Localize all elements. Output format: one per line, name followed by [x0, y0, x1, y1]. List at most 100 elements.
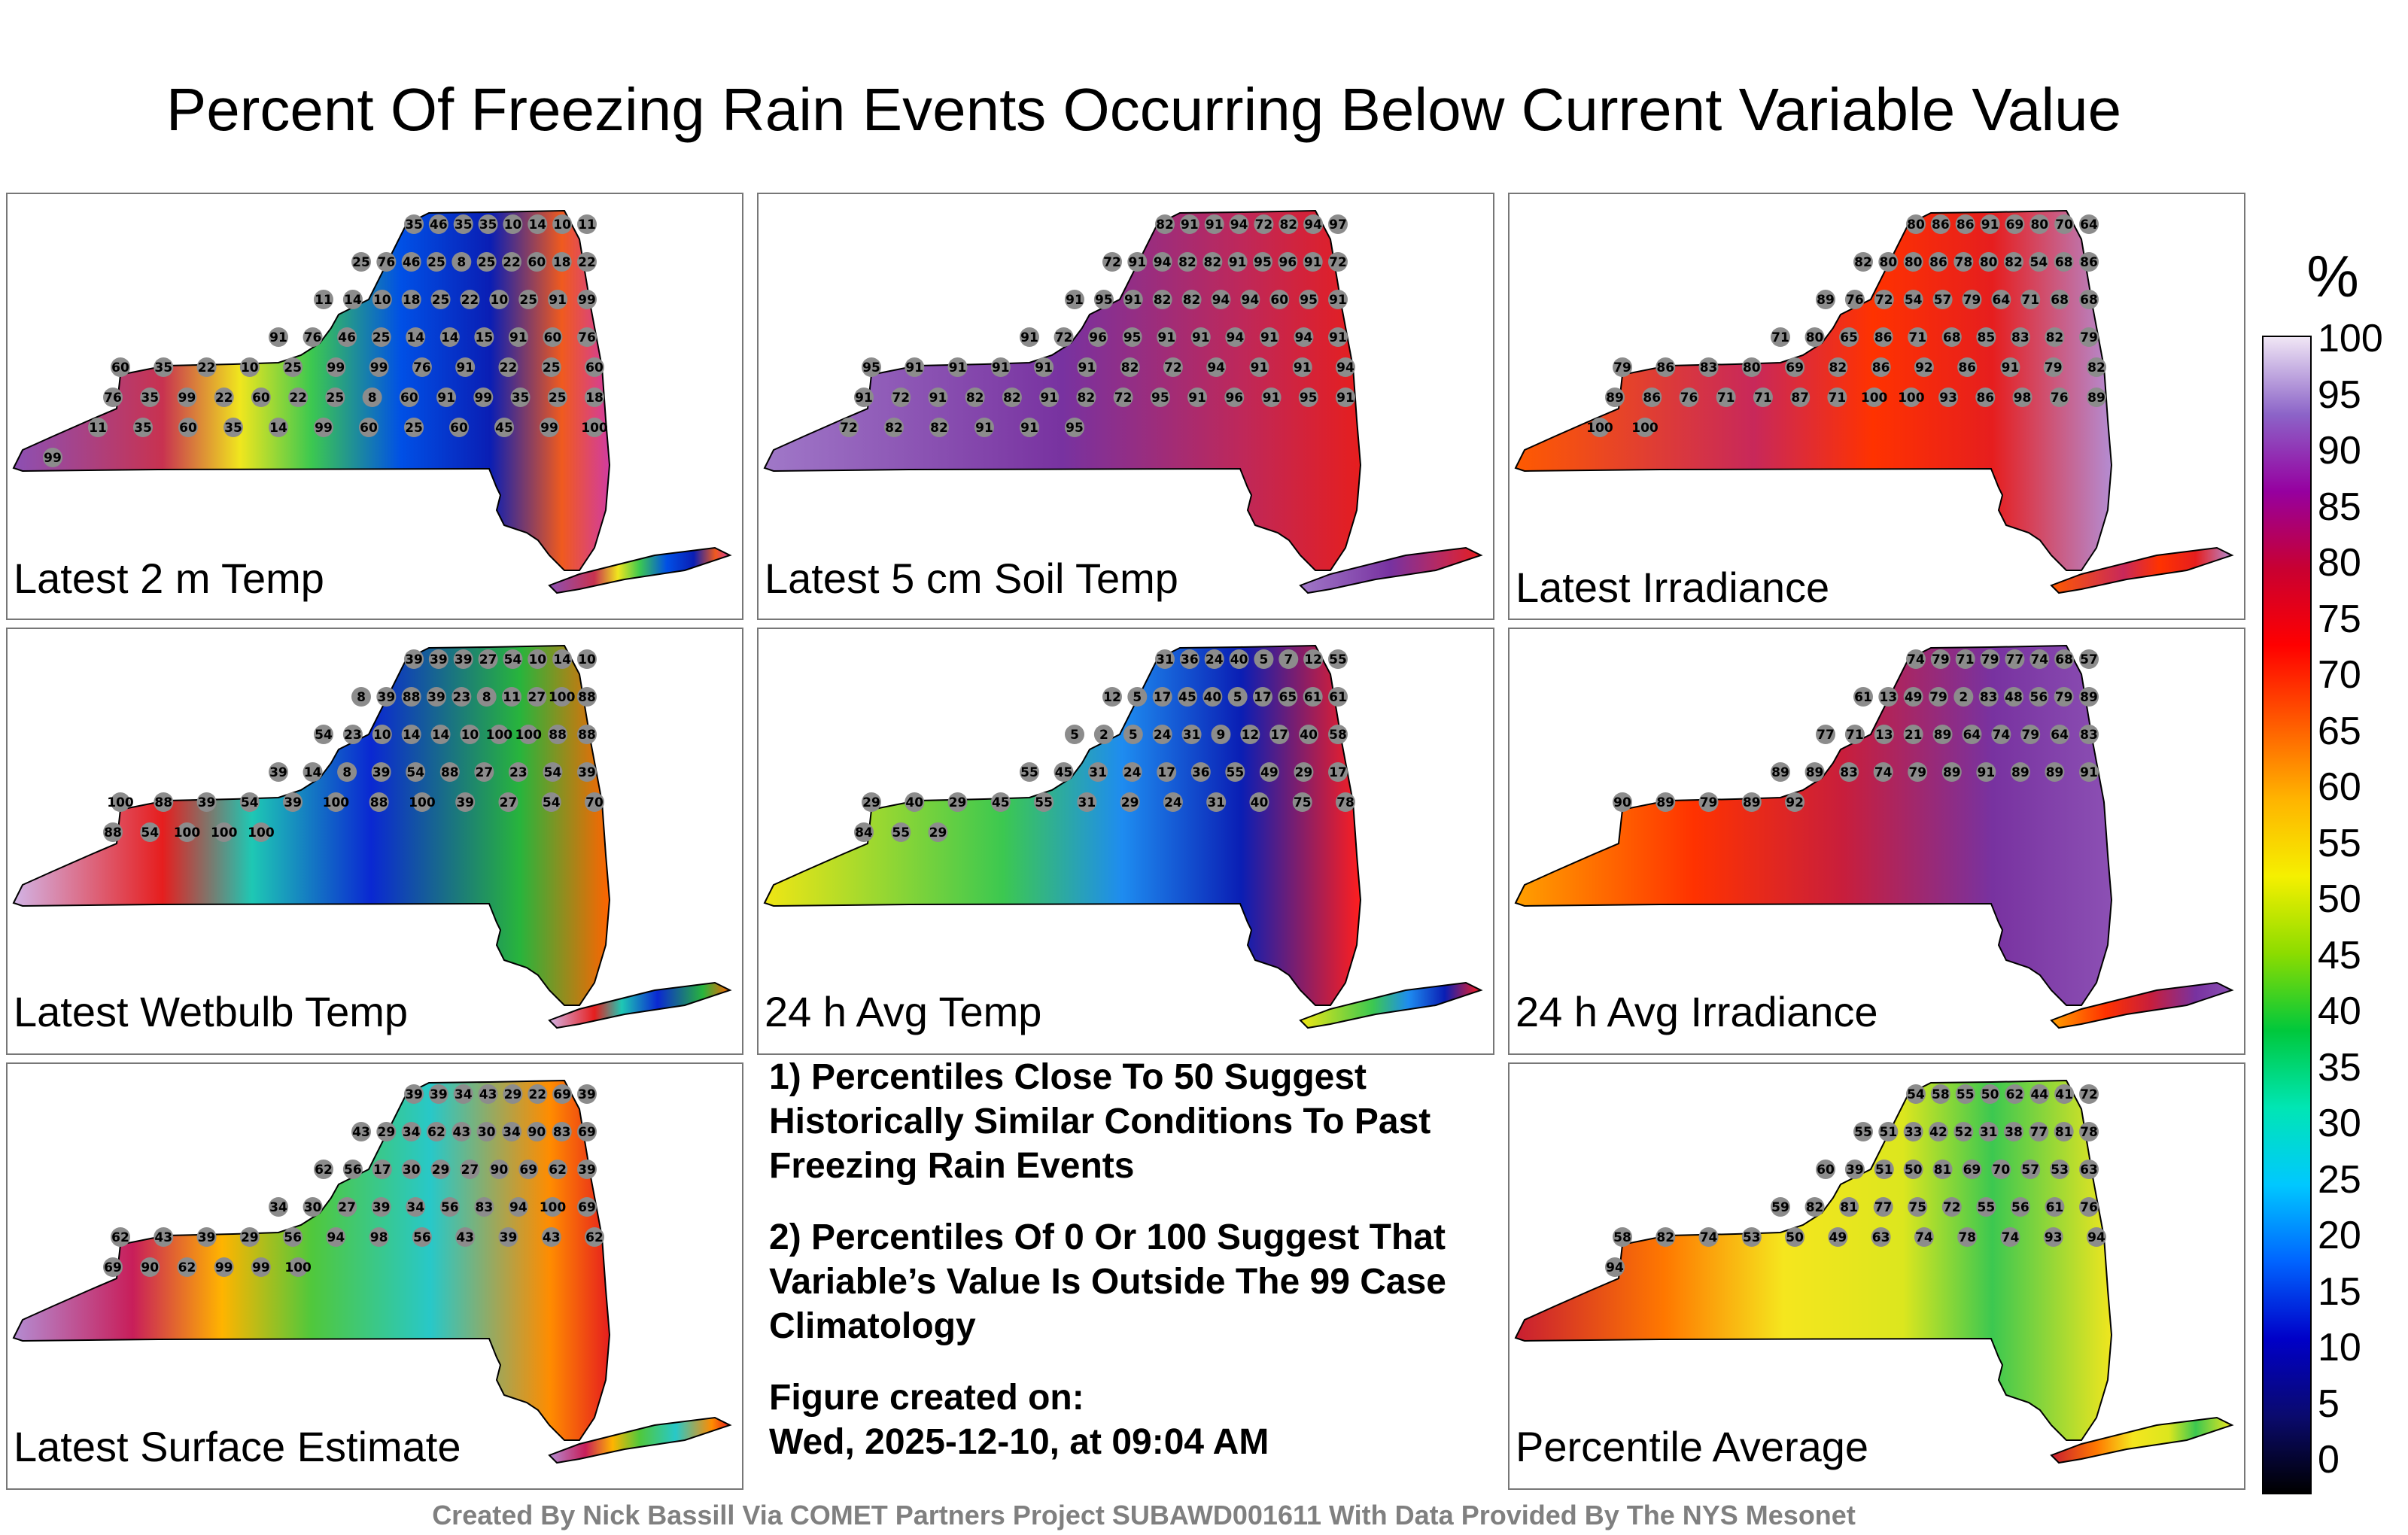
station-dot [451, 687, 472, 707]
station-dot [577, 687, 597, 707]
station-marker: 99 [326, 357, 346, 377]
station-value: 79 [1700, 795, 1718, 810]
station-dot [1741, 357, 1762, 377]
station-dot [401, 687, 421, 707]
station-dot [376, 1122, 397, 1141]
station-marker: 34 [406, 1197, 426, 1217]
station-dot [111, 1227, 130, 1247]
station-dot [1093, 290, 1114, 309]
station-marker: 54 [406, 762, 426, 782]
station-marker: 89 [1655, 792, 1676, 812]
station-marker: 91 [928, 388, 948, 407]
station-value: 86 [1872, 360, 1890, 375]
station-marker: 99 [214, 1257, 234, 1277]
station-value: 8 [368, 391, 377, 406]
station-dot [884, 418, 904, 437]
station-value: 65 [1840, 330, 1858, 345]
station-dot [585, 388, 604, 407]
station-dot [2045, 327, 2065, 347]
station-value: 82 [1656, 1230, 1674, 1245]
station-dot [947, 792, 968, 812]
station-dot [1292, 357, 1312, 377]
station-dot [1828, 357, 1848, 377]
station-marker: 42 [1929, 1122, 1948, 1141]
station-value: 100 [323, 795, 350, 810]
station-value: 69 [578, 1200, 596, 1215]
station-value: 31 [1089, 765, 1107, 780]
station-dot [1269, 725, 1290, 744]
station-marker: 91 [1204, 214, 1224, 234]
station-marker: 31 [1181, 725, 1202, 744]
station-dot [548, 725, 568, 744]
station-value: 5 [1070, 728, 1079, 743]
colorbar-tick: 30 [2318, 1102, 2361, 1145]
station-marker: 43 [451, 1122, 472, 1141]
station-dot [474, 327, 494, 347]
station-marker: 100 [211, 822, 238, 842]
station-value: 22 [578, 255, 596, 270]
station-dot [1102, 252, 1122, 272]
station-value: 99 [540, 421, 558, 436]
station-dot [1227, 252, 1248, 272]
station-value: 51 [1875, 1163, 1893, 1178]
station-dot [478, 1084, 498, 1104]
station-value: 8 [457, 255, 466, 270]
station-marker: 71 [1955, 649, 1975, 669]
station-dot [1785, 1227, 1805, 1247]
station-marker: 61 [2045, 1197, 2065, 1217]
station-marker: 10 [489, 290, 509, 309]
station-value: 82 [1279, 217, 1297, 233]
station-dot [351, 687, 371, 707]
station-value: 83 [2011, 330, 2029, 345]
colorbar-tick: 55 [2318, 821, 2361, 865]
station-dot [154, 357, 174, 377]
station-value: 60 [544, 330, 562, 345]
station-marker: 95 [1298, 388, 1318, 407]
station-value: 76 [377, 255, 395, 270]
station-marker: 100 [549, 687, 576, 707]
station-dot [1903, 290, 1923, 309]
station-dot [455, 792, 476, 812]
station-value: 76 [1846, 293, 1864, 308]
station-value: 88 [441, 765, 459, 780]
station-dot [1278, 252, 1298, 272]
station-marker: 89 [2079, 687, 2099, 707]
station-marker: 72 [1328, 252, 1348, 272]
station-value: 15 [475, 330, 493, 345]
station-value: 83 [475, 1200, 493, 1215]
station-value: 74 [1700, 1230, 1718, 1245]
station-value: 56 [344, 1163, 362, 1178]
station-value: 100 [581, 421, 608, 436]
station-value: 90 [141, 1260, 159, 1275]
station-dot [498, 792, 518, 812]
station-marker: 94 [326, 1227, 346, 1247]
station-value: 78 [1954, 255, 1972, 270]
station-dot [1655, 1227, 1676, 1247]
station-dot [196, 1227, 217, 1247]
station-marker: 57 [2079, 649, 2099, 669]
station-marker: 21 [1903, 725, 1923, 744]
station-dot [214, 1257, 234, 1277]
station-value: 48 [2005, 690, 2023, 705]
station-value: 62 [427, 1125, 445, 1140]
station-dot [269, 762, 288, 782]
station-value: 91 [1336, 391, 1354, 406]
station-value: 60 [1270, 293, 1288, 308]
station-marker: 100 [581, 418, 608, 437]
station-value: 82 [1178, 255, 1196, 270]
station-marker: 91 [436, 388, 457, 407]
station-value: 62 [2006, 1087, 2024, 1102]
station-value: 11 [578, 217, 596, 233]
long-island-region [1299, 546, 1483, 594]
station-marker: 83 [1839, 762, 1859, 782]
station-dot [404, 418, 424, 437]
station-dot [1240, 290, 1260, 309]
station-value: 24 [1206, 652, 1224, 667]
station-value: 39 [578, 1087, 596, 1102]
panel-label: Latest Irradiance [1516, 564, 1830, 611]
station-dot [369, 357, 389, 377]
station-marker: 25 [518, 290, 539, 309]
station-value: 75 [1294, 795, 1312, 810]
station-value: 62 [549, 1163, 567, 1178]
station-dot [326, 792, 346, 812]
